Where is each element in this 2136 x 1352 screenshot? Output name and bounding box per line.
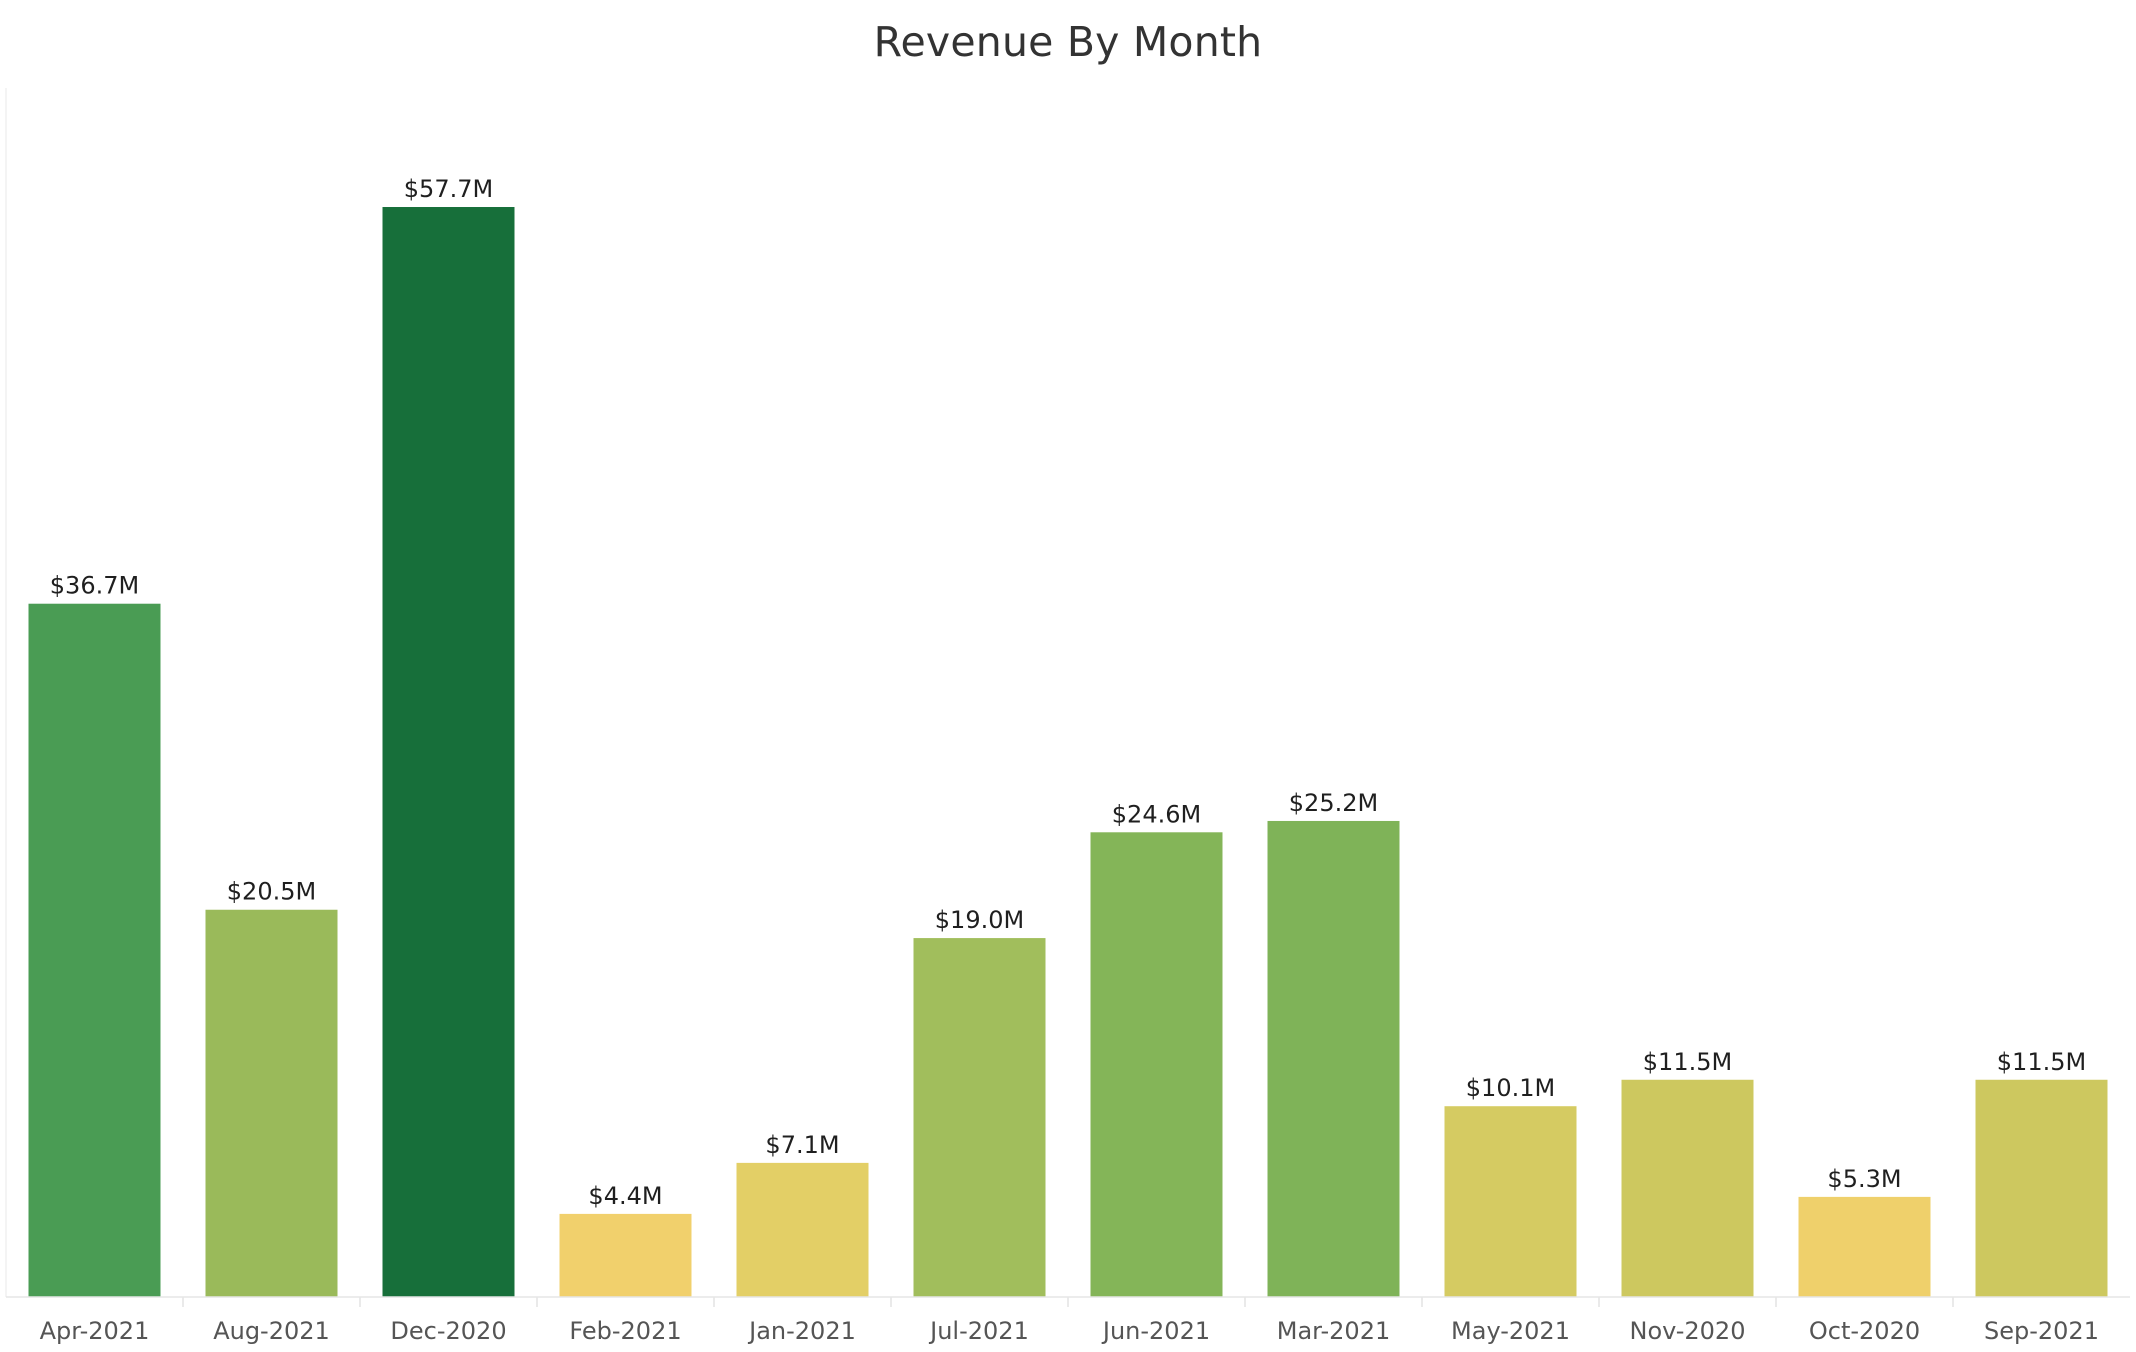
- x-tick-label: Aug-2021: [213, 1317, 330, 1345]
- bar-mar-2021[interactable]: [1267, 820, 1400, 1297]
- x-tick-label: May-2021: [1451, 1317, 1570, 1345]
- bar-jul-2021[interactable]: [913, 938, 1046, 1297]
- bar-aug-2021[interactable]: [205, 909, 338, 1297]
- data-label: $24.6M: [1112, 800, 1201, 828]
- x-tick-label: Dec-2020: [390, 1317, 506, 1345]
- data-label: $7.1M: [765, 1131, 839, 1159]
- x-tick-label: Mar-2021: [1277, 1317, 1390, 1345]
- bar-nov-2020[interactable]: [1621, 1079, 1754, 1297]
- data-label: $20.5M: [227, 878, 316, 906]
- x-tick-label: Nov-2020: [1630, 1317, 1746, 1345]
- data-label: $5.3M: [1827, 1165, 1901, 1193]
- data-label: $57.7M: [404, 175, 493, 203]
- data-label: $25.2M: [1289, 789, 1378, 817]
- chart-title: Revenue By Month: [873, 18, 1263, 66]
- x-tick-label: Jun-2021: [1101, 1317, 1210, 1345]
- x-tick-label: Sep-2021: [1984, 1317, 2099, 1345]
- bar-apr-2021[interactable]: [28, 603, 161, 1297]
- bar-may-2021[interactable]: [1444, 1106, 1577, 1297]
- x-tick-label: Apr-2021: [40, 1317, 150, 1345]
- bar-feb-2021[interactable]: [559, 1213, 692, 1297]
- bar-oct-2020[interactable]: [1798, 1196, 1931, 1297]
- bar-jan-2021[interactable]: [736, 1162, 869, 1297]
- x-tick-label: Jan-2021: [747, 1317, 856, 1345]
- data-label: $4.4M: [588, 1182, 662, 1210]
- x-tick-label: Jul-2021: [928, 1317, 1029, 1345]
- bar-dec-2020[interactable]: [382, 207, 515, 1297]
- data-label: $11.5M: [1643, 1048, 1732, 1076]
- data-label: $10.1M: [1466, 1074, 1555, 1102]
- data-label: $19.0M: [935, 906, 1024, 934]
- bar-sep-2021[interactable]: [1975, 1079, 2108, 1297]
- x-tick-label: Feb-2021: [569, 1317, 681, 1345]
- bar-jun-2021[interactable]: [1090, 832, 1223, 1297]
- data-label: $36.7M: [50, 572, 139, 600]
- data-label: $11.5M: [1997, 1048, 2086, 1076]
- x-tick-label: Oct-2020: [1809, 1317, 1920, 1345]
